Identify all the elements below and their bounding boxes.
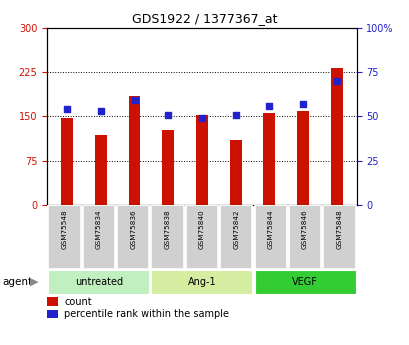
Point <box>198 116 204 121</box>
Point <box>164 112 171 117</box>
Bar <box>254 205 286 269</box>
Bar <box>61 118 73 205</box>
Point <box>232 112 238 117</box>
Text: ▶: ▶ <box>29 277 38 287</box>
Bar <box>48 270 149 294</box>
Bar <box>330 68 342 205</box>
Bar <box>151 270 252 294</box>
Text: percentile rank within the sample: percentile rank within the sample <box>64 309 229 319</box>
Bar <box>162 130 174 205</box>
Text: GSM75838: GSM75838 <box>164 209 170 249</box>
Bar <box>288 205 321 269</box>
Bar <box>47 297 58 306</box>
Bar <box>185 205 218 269</box>
Bar <box>196 115 207 205</box>
Bar <box>229 140 241 205</box>
Text: GSM75848: GSM75848 <box>336 209 342 249</box>
Point <box>333 78 339 83</box>
Text: GSM75844: GSM75844 <box>267 209 273 249</box>
Point <box>64 107 70 112</box>
Bar <box>128 96 140 205</box>
Text: agent: agent <box>2 277 32 287</box>
Text: GSM75840: GSM75840 <box>198 209 204 249</box>
Bar <box>117 205 149 269</box>
Point <box>265 103 272 109</box>
Bar <box>263 114 274 205</box>
Point <box>299 101 306 107</box>
Text: untreated: untreated <box>74 277 123 286</box>
Bar <box>220 205 252 269</box>
Bar <box>151 205 183 269</box>
Text: VEGF: VEGF <box>292 277 317 286</box>
Bar <box>323 205 355 269</box>
Bar <box>48 205 80 269</box>
Text: GSM75834: GSM75834 <box>96 209 101 249</box>
Bar <box>95 135 106 205</box>
Point <box>97 108 104 114</box>
Text: GSM75548: GSM75548 <box>61 209 67 249</box>
Point <box>131 98 137 103</box>
Text: count: count <box>64 297 92 307</box>
Bar <box>82 205 115 269</box>
Text: GDS1922 / 1377367_at: GDS1922 / 1377367_at <box>132 12 277 25</box>
Text: Ang-1: Ang-1 <box>187 277 216 286</box>
Text: GSM75842: GSM75842 <box>233 209 239 249</box>
Bar <box>254 270 355 294</box>
Bar <box>47 310 58 318</box>
Text: GSM75846: GSM75846 <box>301 209 307 249</box>
Text: GSM75836: GSM75836 <box>130 209 136 249</box>
Bar <box>297 110 308 205</box>
